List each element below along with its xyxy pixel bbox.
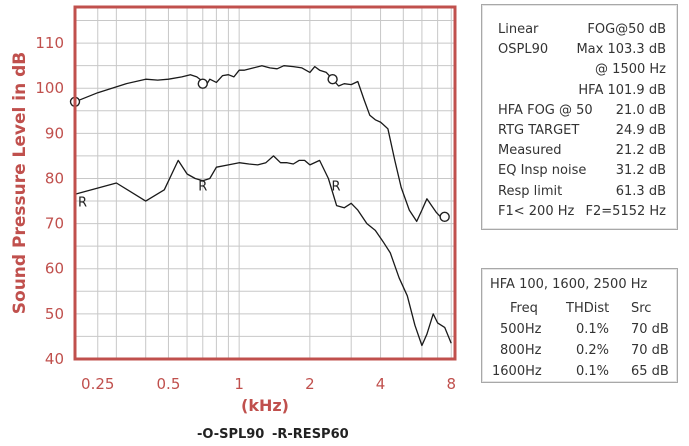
spec-value: F2=5152 Hz xyxy=(585,203,666,219)
spec-label: RTG TARGET xyxy=(498,123,580,138)
thd-cell-freq: 1600Hz xyxy=(492,364,542,379)
spec-value: HFA 101.9 dB xyxy=(578,82,666,98)
series-layer: R R R xyxy=(69,65,452,347)
legend-spl90: -O-SPL90 xyxy=(197,427,264,442)
spec-value: 61.3 dB xyxy=(615,183,666,199)
resp60-marker: R xyxy=(331,179,340,194)
thd-header-src: Src xyxy=(631,301,652,316)
spec-value: 31.2 dB xyxy=(615,163,666,179)
spec-value: 21.0 dB xyxy=(615,102,666,118)
x-axis-title: (kHz) xyxy=(241,396,289,415)
y-tick-label: 50 xyxy=(45,305,64,323)
resp60-marker: R xyxy=(78,195,87,210)
y-tick-label: 70 xyxy=(45,215,64,233)
spec-label: Measured xyxy=(498,143,562,159)
y-tick-label: 60 xyxy=(45,260,64,278)
thd-cell-thdist: 0.1% xyxy=(576,364,610,379)
y-tick-label: 100 xyxy=(35,79,64,97)
y-tick-labels: 40 50 60 70 80 90 100 110 xyxy=(35,34,64,368)
spec-label: OSPL90 xyxy=(498,42,549,58)
thd-header-thdist: THDist xyxy=(566,301,610,316)
spec-label: Linear xyxy=(498,22,539,37)
x-tick-label: 4 xyxy=(376,375,386,393)
spl90-marker xyxy=(197,78,208,89)
thd-title: HFA 100, 1600, 2500 Hz xyxy=(490,277,648,292)
spec-label: EQ Insp noise xyxy=(498,163,587,179)
spec-value: @ 1500 Hz xyxy=(595,62,666,78)
series-line-resp60 xyxy=(74,155,452,347)
spec-value: Max 103.3 dB xyxy=(576,42,666,58)
thd-header-freq: Freq xyxy=(510,301,538,316)
thd-cell-src: 65 dB xyxy=(631,364,669,379)
x-tick-label: 0.25 xyxy=(81,375,114,393)
y-tick-label: 110 xyxy=(35,34,64,52)
y-tick-label: 90 xyxy=(45,124,64,142)
x-tick-labels: 0.25 0.5 1 2 4 8 xyxy=(81,375,456,393)
thd-cell-src: 70 dB xyxy=(631,322,669,337)
spec-value: FOG@50 dB xyxy=(587,22,666,37)
y-axis-title: Sound Pressure Level in dB xyxy=(10,52,30,314)
spec-label: HFA FOG @ 50 xyxy=(498,102,593,118)
series-line-spl90 xyxy=(74,65,445,223)
spec-label: Resp limit xyxy=(498,183,563,199)
y-tick-label: 80 xyxy=(45,169,64,187)
legend-resp60: -R-RESP60 xyxy=(272,427,349,442)
spl90-marker xyxy=(327,74,338,85)
x-tick-label: 0.5 xyxy=(157,375,181,393)
x-tick-label: 8 xyxy=(446,375,456,393)
spl90-marker xyxy=(439,211,450,223)
spec-label: F1< 200 Hz xyxy=(498,203,575,219)
specs-panel: Linear FOG@50 dB OSPL90 Max 103.3 dB @ 1500 … xyxy=(481,4,678,230)
spec-value: 24.9 dB xyxy=(615,123,666,138)
plot-frame xyxy=(73,5,457,361)
thd-cell-freq: 800Hz xyxy=(500,343,542,358)
y-tick-label: 40 xyxy=(45,350,64,368)
thd-cell-src: 70 dB xyxy=(631,343,669,358)
x-tick-label: 1 xyxy=(234,375,244,393)
thd-cell-thdist: 0.1% xyxy=(576,322,610,337)
thd-cell-thdist: 0.2% xyxy=(576,343,610,358)
thd-panel: HFA 100, 1600, 2500 Hz Freq THDist Src 5… xyxy=(481,268,678,383)
spec-value: 21.2 dB xyxy=(615,143,666,159)
resp60-marker: R xyxy=(198,179,207,194)
grid-lines xyxy=(75,7,455,359)
x-tick-label: 2 xyxy=(305,375,315,393)
thd-cell-freq: 500Hz xyxy=(500,322,542,337)
